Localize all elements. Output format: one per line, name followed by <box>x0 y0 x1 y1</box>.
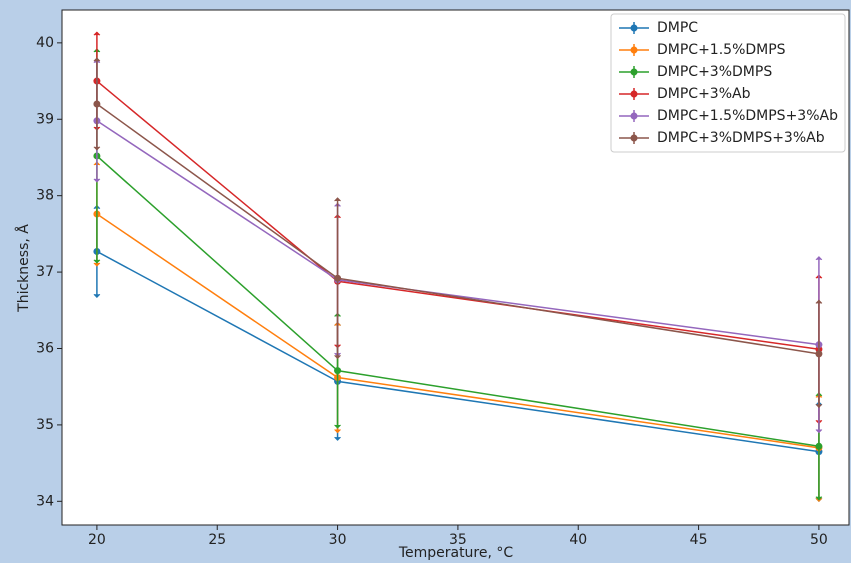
legend-marker <box>630 68 638 76</box>
error-cap <box>93 259 101 264</box>
point <box>93 100 101 108</box>
error-cap <box>93 31 101 36</box>
legend-marker <box>630 46 638 54</box>
legend-marker <box>630 24 638 32</box>
error-cap <box>93 146 101 151</box>
y-tick-label: 34 <box>36 493 54 509</box>
error-cap <box>334 197 341 202</box>
legend-box <box>610 13 846 153</box>
y-tick-label: 36 <box>36 340 54 356</box>
x-axis-label: Temperature, °C <box>398 545 514 561</box>
error-cap <box>93 262 101 267</box>
legend-label: DMPC <box>657 20 698 36</box>
x-tick-label: 45 <box>690 532 708 548</box>
point <box>334 274 342 282</box>
error-cap <box>334 424 341 429</box>
error-cap <box>334 355 341 360</box>
point <box>815 442 823 450</box>
legend-label: DMPC+3%DMPS <box>657 64 772 80</box>
error-cap <box>334 436 341 441</box>
x-tick-label: 30 <box>329 532 347 548</box>
x-tick-label: 35 <box>449 532 467 548</box>
error-cap <box>815 496 823 501</box>
point <box>334 367 342 375</box>
legend-label: DMPC+3%DMPS+3%Ab <box>657 130 825 146</box>
y-tick-label: 39 <box>36 111 54 127</box>
y-tick-label: 37 <box>36 264 54 280</box>
error-cap <box>815 403 823 409</box>
error-cap <box>93 178 101 183</box>
error-cap <box>815 429 823 434</box>
y-tick-label: 40 <box>36 35 54 51</box>
legend-label: DMPC+1.5%DMPS+3%Ab <box>657 108 838 124</box>
point <box>815 350 823 358</box>
legend-marker <box>630 134 638 142</box>
legend-label: DMPC+1.5%DMPS <box>657 42 786 58</box>
error-cap <box>815 256 823 261</box>
error-cap <box>334 429 341 434</box>
legend-marker <box>630 90 638 98</box>
y-tick-label: 38 <box>36 188 54 204</box>
x-tick-label: 20 <box>88 532 106 548</box>
y-axis-label: Thickness, Å <box>15 224 32 313</box>
legend-marker <box>630 112 638 120</box>
y-tick-label: 35 <box>36 417 54 433</box>
legend-label: DMPC+3%Ab <box>657 86 751 102</box>
error-cap <box>93 57 101 62</box>
x-tick-label: 25 <box>208 532 226 548</box>
error-cap <box>815 299 823 304</box>
error-cap <box>93 293 101 299</box>
x-tick-label: 50 <box>810 532 828 548</box>
x-tick-label: 40 <box>569 532 587 548</box>
